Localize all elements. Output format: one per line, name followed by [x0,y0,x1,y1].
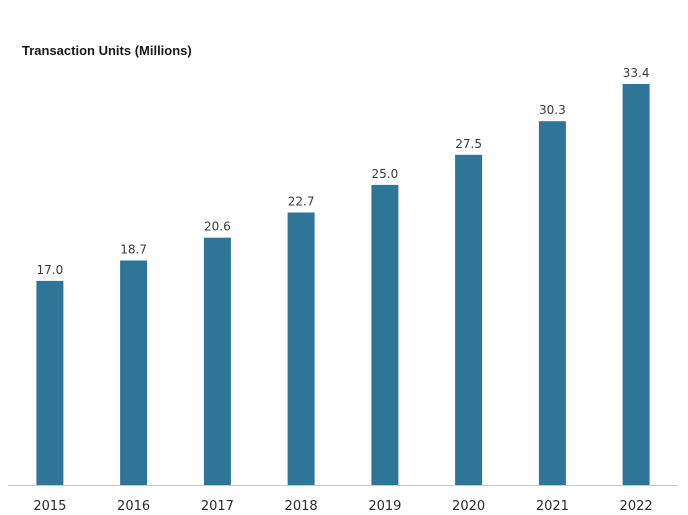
x-tick-label-2021: 2021 [536,499,569,514]
x-tick-label-2017: 2017 [201,499,234,514]
bar-2020 [455,154,483,486]
bar-2021 [538,121,566,485]
x-tick-label-2016: 2016 [117,499,150,514]
value-label-2018: 22.7 [288,195,315,209]
bar-2019 [371,184,399,485]
value-label-2015: 17.0 [37,263,64,277]
x-tick-label-2018: 2018 [285,499,318,514]
bars-layer [36,84,650,486]
value-label-2020: 27.5 [455,137,482,151]
chart-title: Transaction Units (Millions) [22,43,192,58]
bar-2015 [36,280,64,485]
value-label-2019: 25.0 [372,167,399,181]
value-label-2016: 18.7 [120,243,147,257]
x-tick-label-2015: 2015 [33,499,66,514]
x-tick-label-2019: 2019 [368,499,401,514]
value-labels-layer: 17.0 18.7 20.6 22.7 25.0 27.5 30.3 33.4 [37,66,650,277]
value-label-2021: 30.3 [539,103,566,117]
value-label-2022: 33.4 [623,66,650,80]
x-tick-label-2020: 2020 [452,499,485,514]
bar-2016 [120,260,148,485]
value-label-2017: 20.6 [204,220,231,234]
x-tick-labels: 2015 2016 2017 2018 2019 2020 2021 2022 [33,499,652,514]
bar-2018 [287,212,315,485]
bar-2022 [622,84,650,485]
bar-2017 [203,237,231,485]
x-tick-label-2022: 2022 [620,499,653,514]
